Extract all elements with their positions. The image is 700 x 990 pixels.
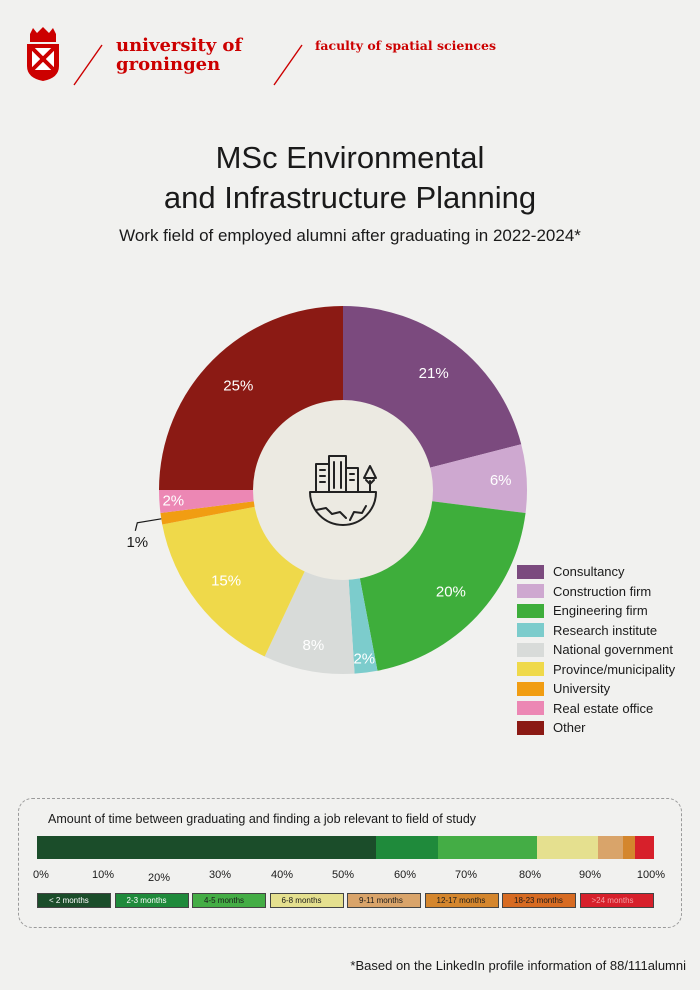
divider-slash: [273, 44, 303, 86]
legend-label: University: [553, 681, 611, 697]
legend-swatch: [517, 720, 544, 735]
legend-item-engineering-firm: Engineering firm: [517, 601, 675, 621]
donut-chart: 21% 6% 20% 2% 8% 15% 1% 2% 25%: [126, 306, 528, 675]
legend-label: Construction firm: [553, 583, 652, 599]
axis-tick-label: 0%: [33, 869, 49, 881]
legend-label: Research institute: [553, 622, 658, 638]
pie-label-engineering-firm: 20%: [436, 583, 466, 600]
page-title: MSc Environmental and Infrastructure Pla…: [0, 138, 700, 218]
legend-swatch: [517, 662, 544, 677]
pie-slice-construction-firm: [343, 444, 528, 514]
time-to-job-panel: [18, 798, 682, 928]
axis-tick-label: 10%: [91, 869, 115, 881]
legend-item-construction-firm: Construction firm: [517, 582, 675, 602]
axis-tick-label: 20%: [147, 872, 171, 884]
legend-item-province-municipality: Province/municipality: [517, 660, 675, 680]
footnote: *Based on the LinkedIn profile informati…: [350, 958, 686, 973]
legend-item-consultancy: Consultancy: [517, 562, 675, 582]
axis-tick-label: 40%: [270, 869, 294, 881]
axis-tick-label: 80%: [518, 869, 542, 881]
university-crest-icon: [27, 27, 59, 81]
pie-label-research-institute: 2%: [353, 651, 375, 668]
time-to-job-axis: 0% 10% 20% 30% 40% 50% 60% 70% 80% 90% 100%: [0, 869, 700, 885]
page-title-line1: MSc Environmental: [215, 140, 485, 175]
legend-label: Province/municipality: [553, 661, 676, 677]
axis-tick-label: 50%: [331, 869, 355, 881]
legend-swatch: [517, 681, 544, 696]
legend-label: Real estate office: [553, 700, 654, 716]
legend-label: National government: [553, 642, 673, 658]
bar-segment-4: [598, 836, 624, 859]
axis-tick-label: 70%: [454, 869, 478, 881]
pie-leader-line: [134, 518, 162, 531]
legend-item-research-institute: Research institute: [517, 621, 675, 641]
bar-segment-1: [376, 836, 439, 859]
pie-label-national-government: 8%: [303, 637, 325, 654]
time-legend-item: 9-11 months: [347, 893, 421, 908]
legend-label: Other: [553, 720, 586, 736]
pie-label-consultancy: 21%: [419, 365, 449, 382]
axis-tick-label: 100%: [636, 869, 666, 881]
legend-swatch: [517, 623, 544, 638]
time-to-job-legend: < 2 months 2-3 months 4-5 months 6-8 months…: [37, 893, 657, 908]
legend-label: Engineering firm: [553, 603, 648, 619]
legend-label: Consultancy: [553, 564, 625, 580]
legend-item-university: University: [517, 679, 675, 699]
legend-swatch: [517, 642, 544, 657]
pie-legend: Consultancy Construction firm Engineering …: [517, 562, 675, 738]
legend-swatch: [517, 564, 544, 579]
legend-swatch: [517, 701, 544, 716]
university-name: university of groningen: [116, 36, 242, 74]
legend-item-real-estate-office: Real estate office: [517, 699, 675, 719]
donut-center: [253, 400, 433, 580]
city-globe-icon: [309, 455, 377, 526]
time-legend-item: 6-8 months: [269, 893, 344, 908]
bar-segment-7: [635, 836, 654, 859]
pie-label-university: 1%: [126, 534, 148, 551]
university-name-line1: university of: [116, 35, 243, 56]
time-legend-item: 2-3 months: [114, 893, 189, 908]
time-legend-item: < 2 months: [37, 893, 111, 908]
bar-segment-5: [623, 836, 636, 859]
legend-swatch: [517, 603, 544, 618]
time-to-job-title: Amount of time between graduating and fi…: [48, 812, 477, 826]
bar-segment-3: [536, 836, 599, 859]
faculty-name: faculty of spatial sciences: [315, 38, 497, 53]
axis-tick-label: 90%: [578, 869, 602, 881]
header: university of groningen faculty of spati…: [0, 0, 700, 100]
pie-label-construction-firm: 6%: [490, 472, 512, 489]
legend-swatch: [517, 584, 544, 599]
pie-label-other: 25%: [223, 377, 253, 394]
pie-label-province-municipality: 15%: [211, 573, 241, 590]
axis-tick-label: 60%: [393, 869, 417, 881]
axis-tick-label: 30%: [208, 869, 232, 881]
divider-slash: [73, 44, 103, 86]
bar-segment-0: [37, 836, 377, 859]
bar-segment-2: [438, 836, 537, 859]
time-legend-item: 18-23 months: [502, 893, 576, 908]
legend-item-other: Other: [517, 718, 675, 738]
page-subtitle: Work field of employed alumni after grad…: [119, 226, 581, 245]
time-legend-item: >24 months: [579, 893, 654, 908]
time-to-job-bar: [37, 836, 654, 859]
legend-item-national-government: National government: [517, 640, 675, 660]
university-name-line2: groningen: [116, 54, 221, 75]
time-legend-item: 4-5 months: [192, 893, 266, 908]
pie-label-real-estate-office: 2%: [162, 493, 184, 510]
page-title-line2: and Infrastructure Planning: [163, 180, 537, 215]
time-legend-item: 12-17 months: [424, 893, 499, 908]
